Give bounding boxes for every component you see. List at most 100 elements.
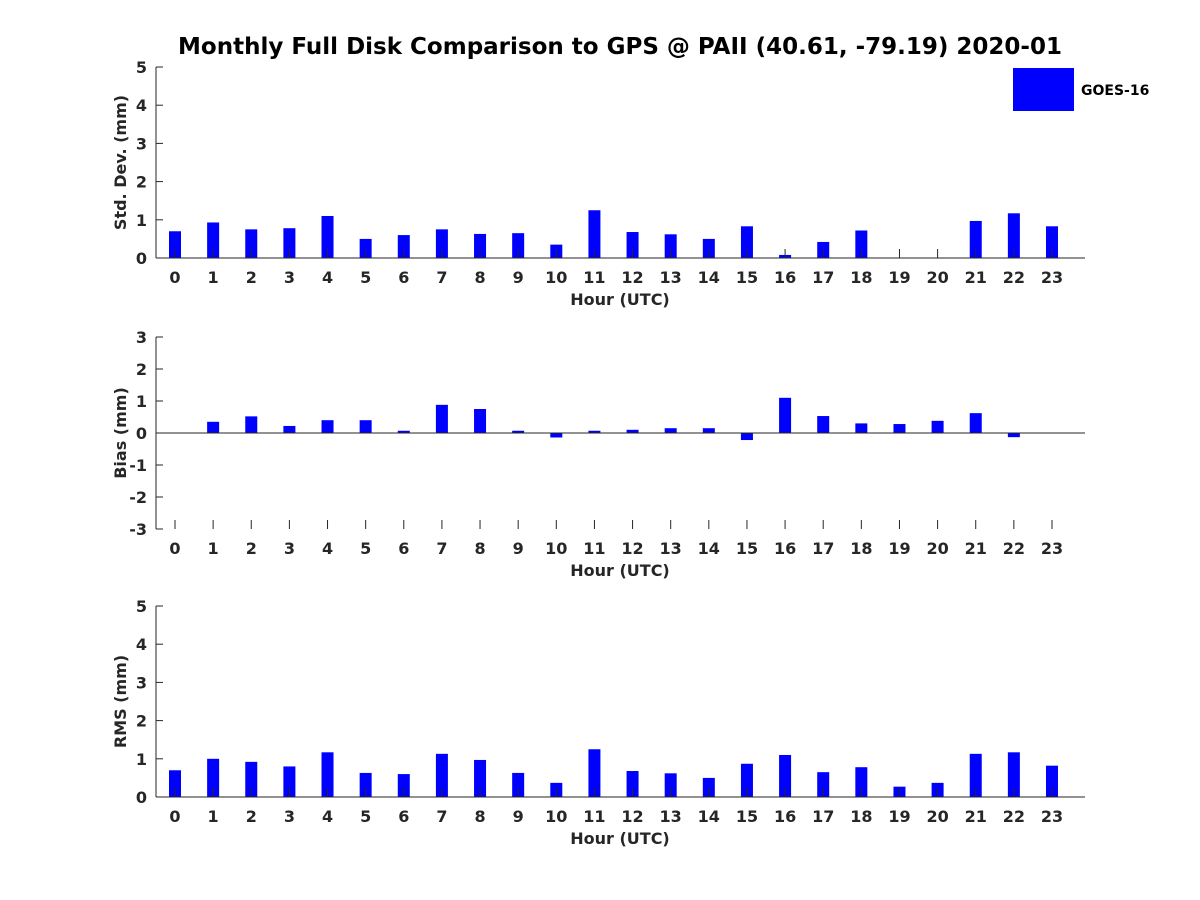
rms-y-tick-label: 0 [136,788,147,807]
bias-x-label: Hour (UTC) [570,561,670,580]
rms-x-tick-label: 2 [246,807,257,826]
bias-bar-hour-7 [435,404,448,433]
std-x-tick-label: 8 [474,268,485,287]
bias-x-tick-label: 8 [474,539,485,558]
bias-bar-hour-15 [740,433,753,441]
rms-bar-hour-21 [969,753,982,797]
std-x-tick-label: 6 [398,268,409,287]
bias-x-tick-label: 12 [621,539,643,558]
rms-x-tick-label: 22 [1003,807,1025,826]
bias-y-tick-label: -2 [129,488,147,507]
rms-x-tick-label: 14 [698,807,720,826]
bias-x-tick-label: 21 [965,539,987,558]
rms-bar-hour-4 [321,752,334,797]
bias-bar-hour-19 [893,424,906,433]
bias-x-tick-label: 1 [208,539,219,558]
rms-bar-hour-11 [588,749,601,797]
std-y-tick-label: 1 [136,211,147,230]
std-x-tick-label: 19 [888,268,910,287]
bias-bar-hour-6 [397,430,410,433]
std-bar-hour-7 [435,229,448,258]
rms-bar-hour-7 [435,753,448,797]
std-bar-hour-0 [169,231,181,258]
rms-x-tick-label: 12 [621,807,643,826]
std-y-label: Std. Dev. (mm) [111,95,130,230]
rms-x-tick-label: 10 [545,807,567,826]
bias-x-tick-label: 17 [812,539,834,558]
bias-x-tick-label: 20 [926,539,948,558]
bias-y-tick-label: -1 [129,456,147,475]
bias-bar-hour-1 [207,421,220,433]
bias-bar-hour-4 [321,420,334,433]
std-x-tick-label: 9 [513,268,524,287]
bias-bar-hour-13 [664,428,677,433]
rms-bar-hour-3 [283,766,296,797]
rms-bar-hour-15 [740,763,753,797]
std-bar-hour-9 [512,233,525,258]
rms-x-tick-label: 3 [284,807,295,826]
rms-x-label: Hour (UTC) [570,829,670,848]
std-bar-hour-13 [664,234,677,258]
rms-y-tick-label: 1 [136,750,147,769]
std-bar-hour-3 [283,228,296,258]
bias-bar-hour-3 [283,425,296,433]
bias-bar-hour-18 [855,423,868,433]
std-x-tick-label: 1 [208,268,219,287]
rms-y-tick-label: 3 [136,673,147,692]
bias-y-tick-label: -3 [129,520,147,539]
rms-x-tick-label: 7 [436,807,447,826]
bias-x-tick-label: 7 [436,539,447,558]
bias-x-tick-label: 19 [888,539,910,558]
bias-y-label: Bias (mm) [111,387,130,479]
rms-bar-hour-14 [702,777,715,797]
rms-x-tick-label: 13 [660,807,682,826]
std-x-tick-label: 17 [812,268,834,287]
rms-x-tick-label: 20 [926,807,948,826]
std-bar-hour-18 [855,230,868,258]
std-y-tick-label: 2 [136,173,147,192]
legend: GOES-16 [1013,68,1149,111]
std-bar-hour-6 [397,235,410,258]
std-bar-hour-4 [321,215,334,258]
rms-bar-hour-8 [474,759,487,797]
bias-bar-hour-21 [969,413,982,433]
bias-bar-hour-12 [626,429,639,433]
std-bar-hour-5 [359,238,372,258]
rms-x-tick-label: 16 [774,807,796,826]
bias-x-tick-label: 5 [360,539,371,558]
bias-x-tick-label: 10 [545,539,567,558]
rms-x-tick-label: 6 [398,807,409,826]
std-bar-hour-15 [740,226,753,258]
legend-label-goes-16: GOES-16 [1081,83,1149,99]
rms-bar-hour-22 [1007,752,1020,797]
std-bar-hour-22 [1007,213,1020,258]
bias-bar-hour-17 [817,416,830,433]
rms-x-tick-label: 19 [888,807,910,826]
bias-x-tick-label: 11 [583,539,605,558]
std-x-tick-label: 10 [545,268,567,287]
rms-x-tick-label: 11 [583,807,605,826]
std-x-tick-label: 3 [284,268,295,287]
rms-bar-hour-17 [817,772,830,797]
rms-bar-hour-2 [245,761,258,797]
bias-x-tick-label: 16 [774,539,796,558]
chart-title: Monthly Full Disk Comparison to GPS @ PA… [178,34,1062,60]
std-x-tick-label: 5 [360,268,371,287]
bias-bar-hour-20 [931,420,944,433]
bias-x-tick-label: 13 [660,539,682,558]
std-x-tick-label: 12 [621,268,643,287]
rms-bar-hour-12 [626,771,639,797]
std-x-tick-label: 14 [698,268,720,287]
std-x-tick-label: 4 [322,268,333,287]
rms-bar-hour-16 [779,754,792,797]
std-x-label: Hour (UTC) [570,290,670,309]
rms-x-tick-label: 21 [965,807,987,826]
std-y-tick-label: 4 [136,96,147,115]
bias-x-tick-label: 9 [513,539,524,558]
std-y-tick-label: 0 [136,249,147,268]
std-x-tick-label: 20 [926,268,948,287]
bias-bar-hour-22 [1007,433,1020,438]
rms-bar-hour-5 [359,772,372,797]
